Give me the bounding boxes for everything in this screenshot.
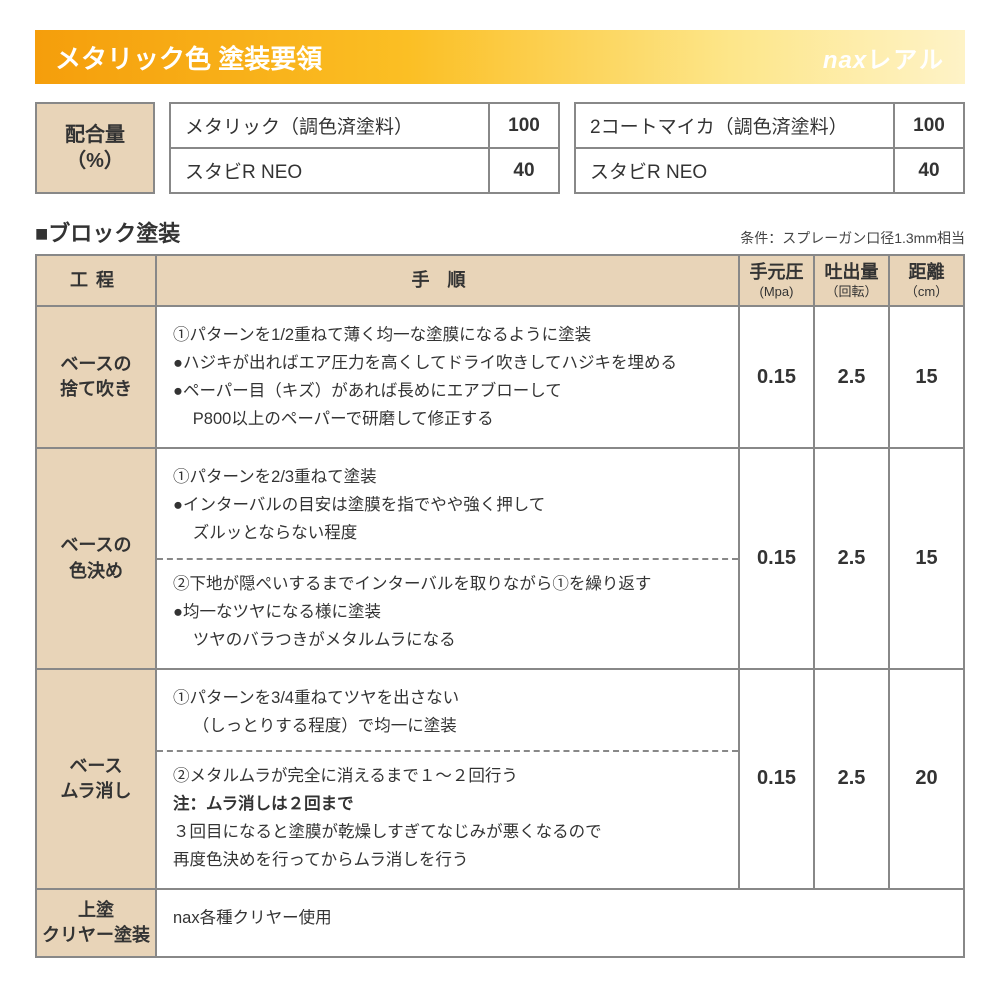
col-procedure: 手順 bbox=[156, 255, 739, 306]
process-cell: 上塗 クリヤー塗装 bbox=[36, 889, 156, 957]
procedure-cell: ①パターンを1/2重ねて薄く均一な塗膜になるように塗装 ●ハジキが出ればエア圧力… bbox=[156, 306, 739, 448]
table-row: ベース ムラ消し ①パターンを3/4重ねてツヤを出さない （しっとりする程度）で… bbox=[36, 669, 964, 889]
section-title: ■ブロック塗装 bbox=[35, 216, 180, 248]
mix-item-name: 2コートマイカ（調色済塗料） bbox=[575, 103, 894, 148]
col-pressure: 手元圧(Mpa) bbox=[739, 255, 814, 306]
mix-label-line2: （%） bbox=[66, 148, 124, 174]
mix-item-name: スタビR NEO bbox=[575, 148, 894, 193]
mix-ratio-section: 配合量 （%） メタリック（調色済塗料）100 スタビR NEO40 2コートマ… bbox=[35, 102, 965, 194]
section-header-row: ■ブロック塗装 条件：スプレーガン口径1.3mm相当 bbox=[35, 216, 965, 248]
distance-cell: 15 bbox=[889, 306, 964, 448]
mix-label-line1: 配合量 bbox=[65, 122, 125, 148]
process-cell: ベースの 捨て吹き bbox=[36, 306, 156, 448]
mix-item-name: スタビR NEO bbox=[170, 148, 489, 193]
mix-table-left: メタリック（調色済塗料）100 スタビR NEO40 bbox=[169, 102, 560, 194]
procedure-cell: ①パターンを3/4重ねてツヤを出さない （しっとりする程度）で均一に塗装 ②メタ… bbox=[156, 669, 739, 889]
condition-text: 条件：スプレーガン口径1.3mm相当 bbox=[740, 228, 965, 248]
process-cell: ベース ムラ消し bbox=[36, 669, 156, 889]
col-distance: 距離（cm） bbox=[889, 255, 964, 306]
discharge-cell: 2.5 bbox=[814, 448, 889, 668]
dashed-divider bbox=[157, 558, 738, 560]
col-process: 工程 bbox=[36, 255, 156, 306]
mix-item-value: 100 bbox=[489, 103, 559, 148]
pressure-cell: 0.15 bbox=[739, 306, 814, 448]
procedure-cell: ①パターンを2/3重ねて塗装 ●インターバルの目安は塗膜を指でやや強く押して ズ… bbox=[156, 448, 739, 668]
brand-main: レアル bbox=[867, 47, 945, 74]
page-title: メタリック色 塗装要領 bbox=[55, 39, 823, 76]
header-bar: メタリック色 塗装要領 naxレアル bbox=[35, 30, 965, 84]
brand-prefix: nax bbox=[823, 47, 867, 74]
mix-item-value: 40 bbox=[489, 148, 559, 193]
distance-cell: 20 bbox=[889, 669, 964, 889]
pressure-cell: 0.15 bbox=[739, 448, 814, 668]
col-discharge: 吐出量（回転） bbox=[814, 255, 889, 306]
dashed-divider bbox=[157, 750, 738, 752]
mix-label: 配合量 （%） bbox=[35, 102, 155, 194]
mix-item-value: 40 bbox=[894, 148, 964, 193]
process-cell: ベースの 色決め bbox=[36, 448, 156, 668]
procedure-cell: nax各種クリヤー使用 bbox=[156, 889, 964, 957]
mix-item-value: 100 bbox=[894, 103, 964, 148]
mix-table-right: 2コートマイカ（調色済塗料）100 スタビR NEO40 bbox=[574, 102, 965, 194]
discharge-cell: 2.5 bbox=[814, 306, 889, 448]
pressure-cell: 0.15 bbox=[739, 669, 814, 889]
discharge-cell: 2.5 bbox=[814, 669, 889, 889]
mix-item-name: メタリック（調色済塗料） bbox=[170, 103, 489, 148]
brand-logo: naxレアル bbox=[823, 40, 945, 75]
table-row: 上塗 クリヤー塗装 nax各種クリヤー使用 bbox=[36, 889, 964, 957]
table-row: ベースの 捨て吹き ①パターンを1/2重ねて薄く均一な塗膜になるように塗装 ●ハ… bbox=[36, 306, 964, 448]
distance-cell: 15 bbox=[889, 448, 964, 668]
table-row: ベースの 色決め ①パターンを2/3重ねて塗装 ●インターバルの目安は塗膜を指で… bbox=[36, 448, 964, 668]
procedure-table: 工程 手順 手元圧(Mpa) 吐出量（回転） 距離（cm） ベースの 捨て吹き … bbox=[35, 254, 965, 958]
